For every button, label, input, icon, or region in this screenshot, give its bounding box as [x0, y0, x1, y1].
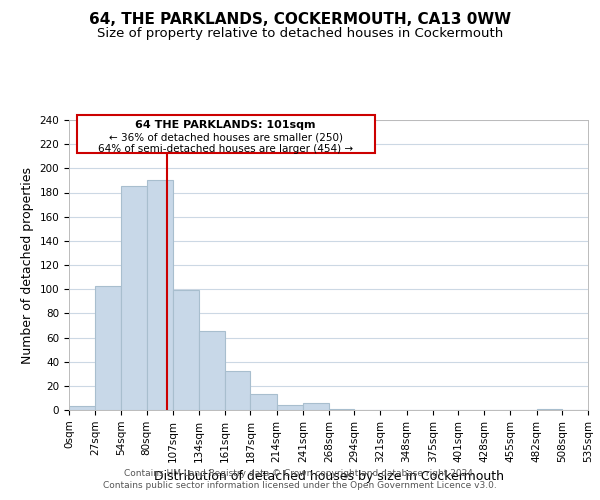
Bar — [146, 180, 173, 410]
Text: 64% of semi-detached houses are larger (454) →: 64% of semi-detached houses are larger (… — [98, 144, 353, 154]
Bar — [536, 409, 562, 410]
Bar — [199, 332, 225, 410]
Text: 64 THE PARKLANDS: 101sqm: 64 THE PARKLANDS: 101sqm — [136, 120, 316, 130]
Text: Contains HM Land Registry data © Crown copyright and database right 2024.: Contains HM Land Registry data © Crown c… — [124, 468, 476, 477]
Bar — [329, 409, 354, 410]
Bar — [303, 403, 329, 410]
Bar — [250, 394, 277, 410]
Bar — [121, 186, 146, 410]
Bar — [225, 372, 250, 410]
X-axis label: Distribution of detached houses by size in Cockermouth: Distribution of detached houses by size … — [154, 470, 503, 483]
Bar — [95, 286, 121, 410]
Bar — [277, 405, 303, 410]
Bar — [173, 290, 199, 410]
FancyBboxPatch shape — [77, 115, 374, 152]
Text: Contains public sector information licensed under the Open Government Licence v3: Contains public sector information licen… — [103, 481, 497, 490]
Bar — [69, 406, 95, 410]
Text: Size of property relative to detached houses in Cockermouth: Size of property relative to detached ho… — [97, 28, 503, 40]
Text: 64, THE PARKLANDS, COCKERMOUTH, CA13 0WW: 64, THE PARKLANDS, COCKERMOUTH, CA13 0WW — [89, 12, 511, 28]
Text: ← 36% of detached houses are smaller (250): ← 36% of detached houses are smaller (25… — [109, 132, 343, 142]
Y-axis label: Number of detached properties: Number of detached properties — [21, 166, 34, 364]
